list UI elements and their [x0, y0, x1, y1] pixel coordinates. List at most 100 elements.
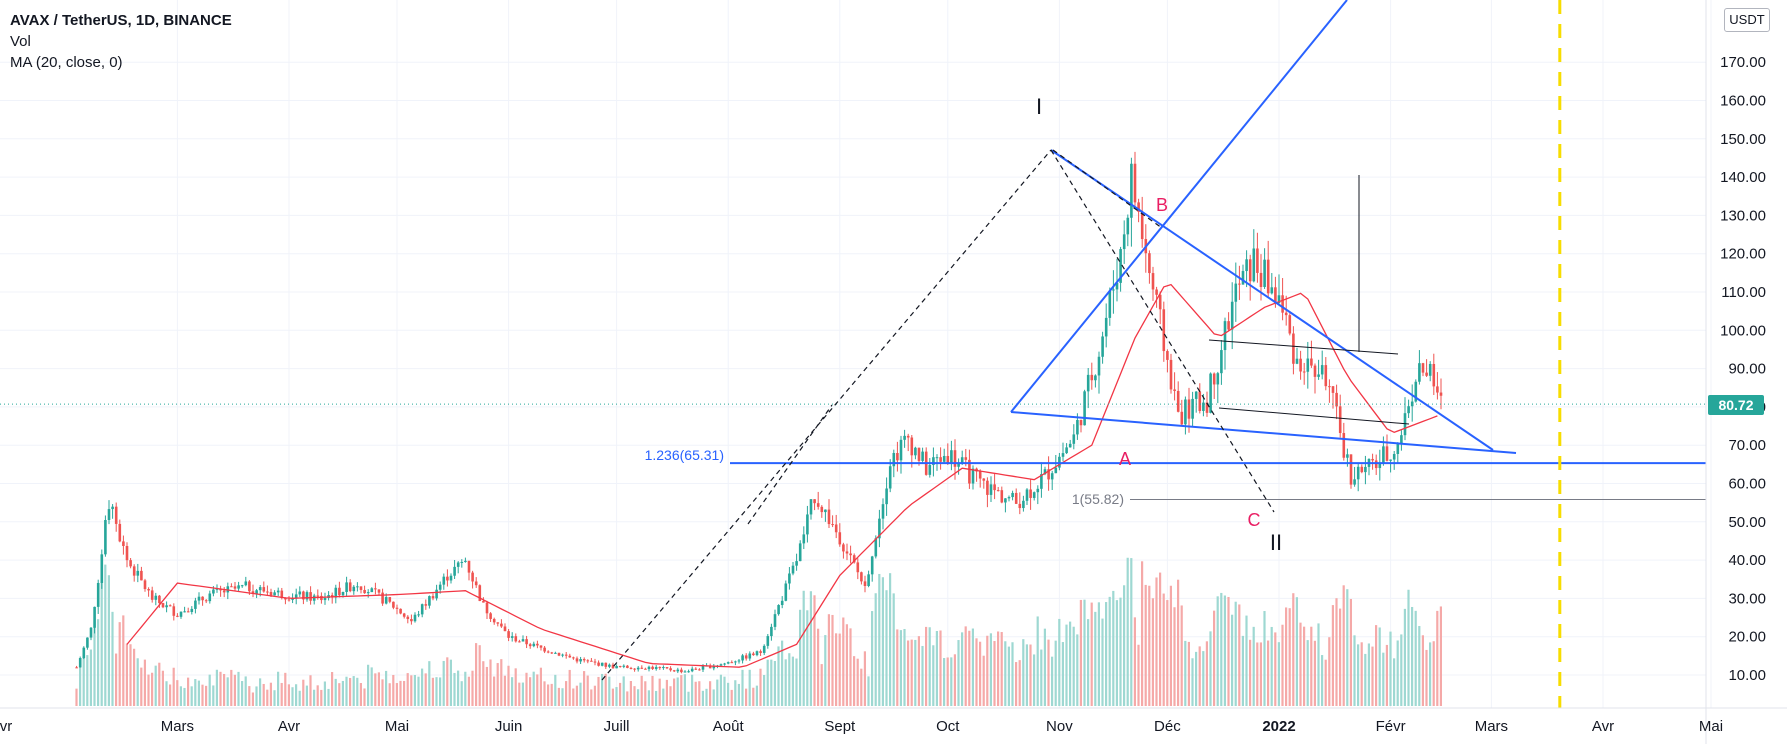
- fib-impulse-line[interactable]: [601, 149, 1052, 681]
- volume-bar: [597, 676, 600, 706]
- candle-body: [654, 667, 658, 669]
- y-tick-label: 150.00: [1720, 131, 1766, 148]
- candle-body: [903, 435, 906, 440]
- volume-bar: [881, 577, 884, 706]
- candle-body: [802, 534, 806, 544]
- flag-top-line[interactable]: [1208, 339, 1399, 355]
- candle-body: [392, 601, 395, 608]
- volume-bar: [291, 687, 294, 706]
- volume-bar: [93, 620, 96, 706]
- triangle-lower-line[interactable]: [1010, 411, 1517, 454]
- candle-body: [492, 618, 496, 623]
- x-tick-label: Avr: [278, 718, 300, 735]
- volume-bar: [1360, 642, 1363, 706]
- volume-bar: [903, 628, 906, 706]
- volume-bar: [251, 692, 254, 706]
- ma-indicator-label[interactable]: MA (20, close, 0): [10, 54, 123, 71]
- volume-bar: [701, 690, 704, 706]
- volume-bar: [237, 671, 240, 706]
- volume-bar: [82, 654, 85, 706]
- flag-bottom-line[interactable]: [1218, 407, 1410, 425]
- candle-body: [1335, 392, 1338, 407]
- candle-body: [518, 641, 521, 643]
- candle-body: [996, 490, 1000, 492]
- candle-body: [935, 457, 939, 459]
- candle-body: [618, 666, 622, 668]
- candle-body: [546, 651, 550, 653]
- volume-indicator-label[interactable]: Vol: [10, 33, 31, 50]
- volume-bar: [1310, 626, 1313, 706]
- candle-body: [1414, 381, 1418, 402]
- candle-body: [777, 605, 780, 615]
- volume-bar: [557, 687, 560, 706]
- volume-bar: [154, 665, 157, 706]
- candle-body: [881, 504, 885, 519]
- y-tick-label: 60.00: [1728, 476, 1766, 493]
- volume-bar: [1285, 607, 1288, 706]
- volume-bar: [1256, 642, 1259, 706]
- time-axis[interactable]: vr Mars Avr Mai Juin Juill Août Sept Oct Nov Déc 20…: [0, 718, 1723, 735]
- volume-bar: [1270, 626, 1273, 706]
- abc-dash-1[interactable]: [1052, 149, 1163, 229]
- volume-bar: [298, 690, 301, 706]
- volume-bar: [500, 659, 503, 706]
- candle-body: [971, 468, 975, 484]
- candle-body: [150, 590, 154, 600]
- volume-bar: [590, 689, 593, 706]
- candle-body: [417, 614, 420, 616]
- volume-bar: [359, 683, 362, 706]
- volume-bar: [586, 675, 589, 706]
- candle-body: [384, 597, 388, 604]
- volume-bar: [694, 681, 697, 706]
- volume-bar: [781, 640, 784, 706]
- channel-trend-line[interactable]: [1010, 0, 1348, 413]
- volume-bar: [824, 635, 827, 706]
- candle-body: [309, 592, 312, 601]
- candle-body: [1094, 375, 1097, 381]
- candle-body: [921, 451, 924, 461]
- candle-body: [1029, 489, 1032, 498]
- candle-body: [1418, 363, 1421, 382]
- candle-body: [453, 566, 456, 576]
- candle-body: [770, 626, 773, 637]
- triangle-upper-line[interactable]: [1050, 149, 1494, 451]
- candle-body: [590, 660, 593, 662]
- volume-bar: [777, 646, 780, 706]
- candle-body: [834, 524, 838, 533]
- candle-body: [795, 561, 798, 566]
- volume-bar: [313, 689, 316, 706]
- fib-retrace-line[interactable]: [1050, 149, 1275, 513]
- candle-body: [640, 667, 644, 669]
- volume-bar: [1231, 614, 1234, 706]
- candle-body: [485, 602, 489, 614]
- volume-bar: [165, 681, 168, 706]
- symbol-title[interactable]: AVAX / TetherUS, 1D, BINANCE: [10, 12, 232, 29]
- currency-badge[interactable]: USDT: [1724, 8, 1770, 32]
- volume-bar: [716, 679, 719, 706]
- candle-body: [669, 668, 672, 671]
- candle-body: [1180, 411, 1184, 425]
- abc-dash-2[interactable]: [747, 404, 833, 525]
- volume-bar: [223, 673, 226, 706]
- y-tick-label: 110.00: [1721, 284, 1766, 301]
- volume-bar: [197, 680, 200, 706]
- candle-body: [197, 596, 201, 601]
- volume-bar: [1436, 610, 1439, 706]
- volume-bar: [889, 573, 892, 706]
- volume-bar: [349, 677, 352, 706]
- candle-body: [1022, 500, 1025, 509]
- candle-body: [521, 639, 525, 642]
- candle-body: [1371, 458, 1374, 461]
- volume-bar: [183, 687, 186, 706]
- volume-bar: [1274, 632, 1277, 706]
- candle-body: [82, 647, 86, 659]
- candle-body: [273, 592, 276, 596]
- volume-bar: [1389, 631, 1392, 706]
- volume-bar: [547, 684, 550, 706]
- volume-bar: [691, 674, 694, 706]
- candle-body: [676, 669, 680, 672]
- drawings: [0, 0, 1706, 708]
- volume-bar: [885, 590, 888, 706]
